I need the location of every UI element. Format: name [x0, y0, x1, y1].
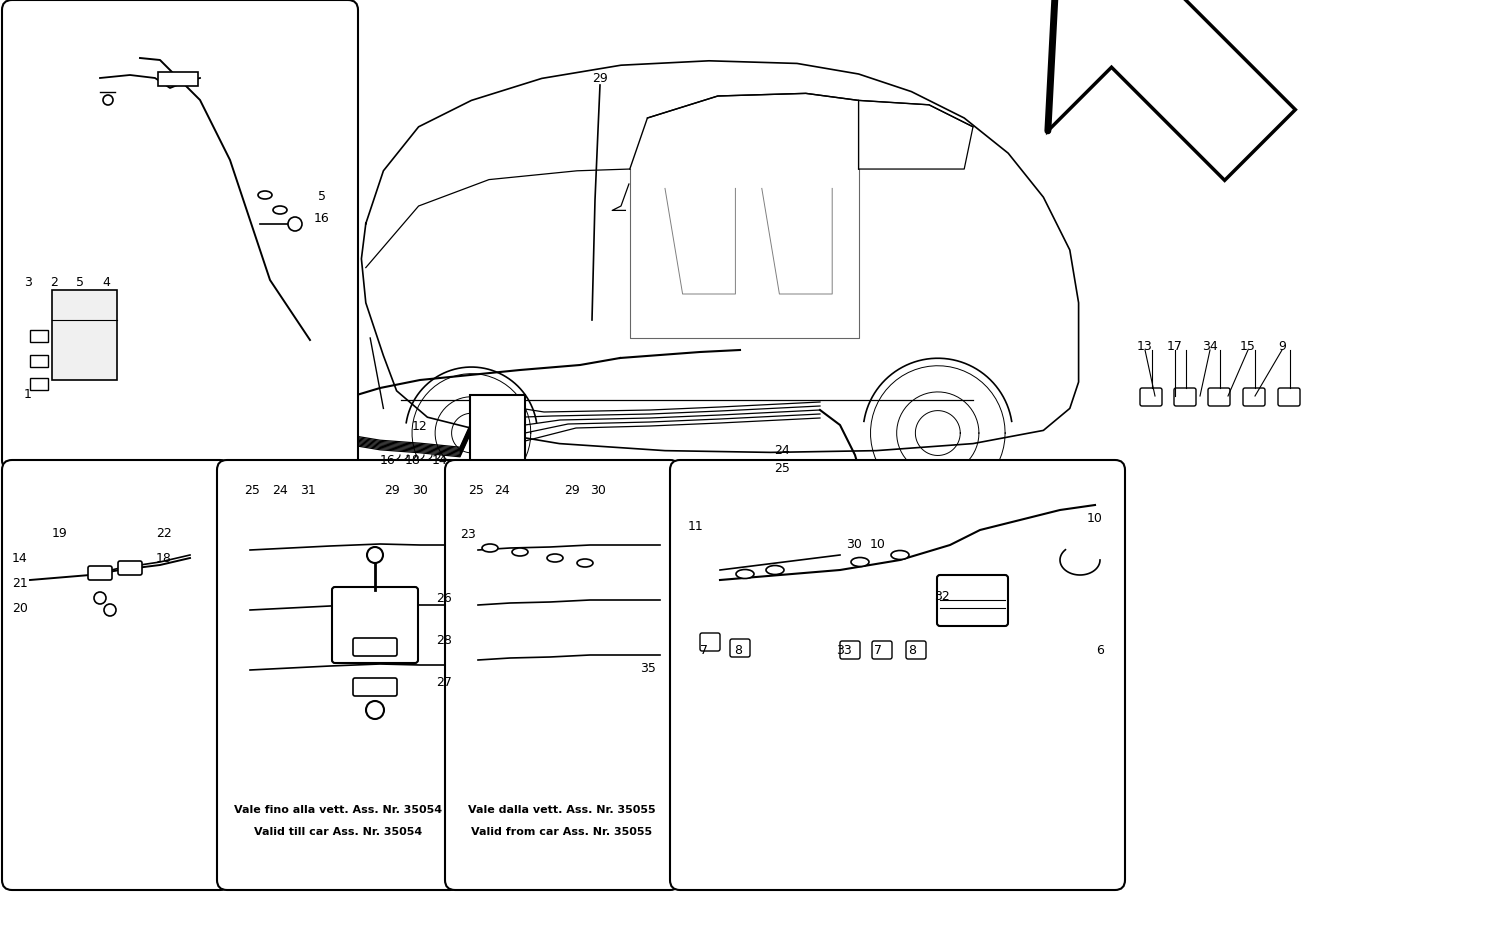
Bar	[53, 290, 117, 380]
Text: 13: 13	[1137, 340, 1154, 353]
Text: 25: 25	[244, 483, 260, 497]
Ellipse shape	[482, 544, 498, 552]
FancyBboxPatch shape	[88, 566, 112, 580]
Text: 33: 33	[836, 643, 852, 657]
Text: 35: 35	[640, 661, 656, 674]
Text: 29: 29	[384, 483, 400, 497]
Text: 26: 26	[436, 591, 451, 604]
Text: 23: 23	[460, 528, 476, 540]
FancyBboxPatch shape	[1278, 388, 1300, 406]
Bar	[30, 330, 48, 342]
FancyBboxPatch shape	[700, 633, 720, 651]
Text: Valid till car Ass. Nr. 35054: Valid till car Ass. Nr. 35054	[254, 827, 422, 837]
FancyBboxPatch shape	[332, 587, 419, 663]
Text: 21: 21	[12, 576, 28, 589]
Text: 8: 8	[908, 643, 916, 657]
Text: 20: 20	[12, 602, 28, 615]
Circle shape	[94, 592, 106, 604]
Polygon shape	[1048, 0, 1296, 181]
Text: Valid from car Ass. Nr. 35055: Valid from car Ass. Nr. 35055	[471, 827, 652, 837]
Ellipse shape	[736, 569, 754, 579]
Text: 24: 24	[272, 483, 288, 497]
Text: Vale dalla vett. Ass. Nr. 35055: Vale dalla vett. Ass. Nr. 35055	[468, 805, 656, 815]
FancyBboxPatch shape	[938, 575, 1008, 626]
Text: 16: 16	[314, 212, 330, 224]
Text: 5: 5	[318, 189, 326, 202]
Text: 10: 10	[1088, 512, 1102, 524]
Ellipse shape	[273, 206, 286, 214]
Ellipse shape	[766, 566, 784, 574]
Text: 10: 10	[870, 537, 886, 551]
Text: 29: 29	[592, 72, 608, 84]
Ellipse shape	[850, 557, 868, 567]
Text: 30: 30	[590, 483, 606, 497]
Text: 12: 12	[413, 419, 428, 432]
Text: 5: 5	[76, 275, 84, 289]
Text: 18: 18	[405, 453, 422, 466]
Bar	[158, 72, 198, 86]
Text: 16: 16	[380, 453, 396, 466]
FancyBboxPatch shape	[352, 678, 398, 696]
Circle shape	[104, 95, 112, 105]
Text: 25: 25	[774, 462, 790, 475]
Text: 4: 4	[102, 275, 110, 289]
Text: 7: 7	[874, 643, 882, 657]
Text: 15: 15	[1240, 340, 1256, 353]
Text: 24: 24	[774, 444, 790, 457]
FancyBboxPatch shape	[906, 641, 926, 659]
Text: 30: 30	[413, 483, 428, 497]
FancyBboxPatch shape	[446, 460, 680, 890]
FancyBboxPatch shape	[871, 641, 892, 659]
Circle shape	[366, 701, 384, 719]
Text: 22: 22	[156, 527, 172, 539]
Text: 34: 34	[1202, 340, 1218, 353]
Text: 31: 31	[300, 483, 316, 497]
FancyBboxPatch shape	[217, 460, 460, 890]
Text: 9: 9	[1278, 340, 1286, 353]
FancyBboxPatch shape	[670, 460, 1125, 890]
Bar	[470, 395, 525, 465]
Text: 14: 14	[432, 453, 448, 466]
Ellipse shape	[578, 559, 592, 567]
Text: 30: 30	[846, 537, 862, 551]
FancyBboxPatch shape	[352, 638, 398, 656]
Text: 14: 14	[12, 552, 28, 565]
Text: 3: 3	[24, 275, 32, 289]
Text: 28: 28	[436, 634, 451, 646]
Text: 32: 32	[934, 589, 950, 603]
Ellipse shape	[891, 551, 909, 559]
Circle shape	[368, 547, 382, 563]
FancyBboxPatch shape	[118, 561, 142, 575]
Text: 11: 11	[688, 519, 703, 533]
Text: 1: 1	[24, 388, 32, 400]
Text: 2: 2	[50, 275, 58, 289]
Bar	[30, 378, 48, 390]
Text: 7: 7	[700, 643, 708, 657]
Bar	[30, 355, 48, 367]
Text: 6: 6	[1096, 643, 1104, 657]
FancyBboxPatch shape	[2, 460, 230, 890]
Text: 8: 8	[734, 643, 742, 657]
FancyBboxPatch shape	[1174, 388, 1196, 406]
Text: Vale fino alla vett. Ass. Nr. 35054: Vale fino alla vett. Ass. Nr. 35054	[234, 805, 442, 815]
FancyBboxPatch shape	[1140, 388, 1162, 406]
FancyBboxPatch shape	[840, 641, 860, 659]
Circle shape	[288, 217, 302, 231]
Circle shape	[104, 604, 116, 616]
Text: 27: 27	[436, 675, 451, 689]
Text: 25: 25	[468, 483, 484, 497]
Ellipse shape	[512, 548, 528, 556]
FancyBboxPatch shape	[730, 639, 750, 657]
FancyBboxPatch shape	[1208, 388, 1230, 406]
Text: 29: 29	[564, 483, 580, 497]
Text: 17: 17	[1167, 340, 1184, 353]
FancyBboxPatch shape	[1244, 388, 1264, 406]
Text: 19: 19	[53, 527, 68, 539]
Ellipse shape	[548, 554, 562, 562]
Text: 18: 18	[156, 552, 172, 565]
Text: 24: 24	[494, 483, 510, 497]
FancyBboxPatch shape	[2, 0, 358, 470]
Ellipse shape	[258, 191, 272, 199]
